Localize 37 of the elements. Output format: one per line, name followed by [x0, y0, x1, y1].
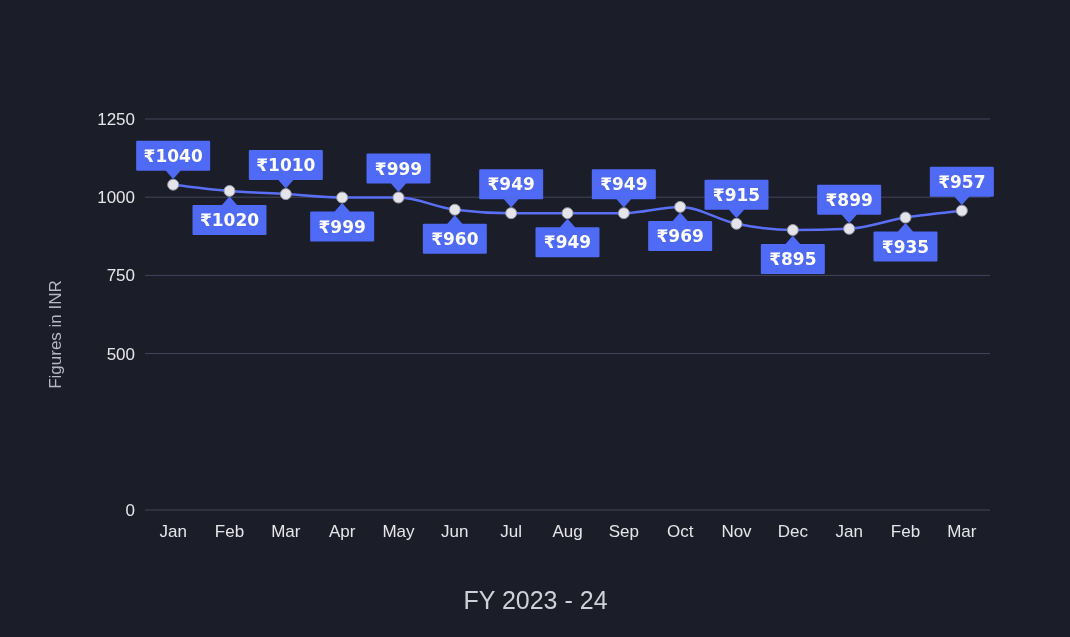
x-tick-label: Feb — [214, 522, 245, 541]
x-tick-label: Nov — [721, 522, 753, 541]
data-label: ₹949 — [543, 232, 592, 253]
y-tick-label: 1000 — [97, 188, 135, 208]
data-label: ₹899 — [825, 189, 873, 210]
data-label: ₹1020 — [199, 209, 260, 230]
data-label: ₹915 — [712, 184, 761, 205]
x-tick-label: Aug — [552, 522, 583, 541]
data-label: ₹1010 — [256, 155, 316, 176]
data-label: ₹999 — [374, 158, 423, 179]
data-label: ₹969 — [656, 225, 704, 246]
x-tick-label: Jun — [441, 522, 469, 541]
x-tick-label: Mar — [947, 522, 977, 541]
data-label: ₹949 — [600, 174, 648, 195]
data-label: ₹1040 — [143, 145, 203, 166]
y-tick-label: 500 — [106, 344, 135, 364]
x-tick-label: Sep — [608, 522, 639, 541]
x-tick-label: Jul — [500, 522, 523, 541]
x-tick-label: Mar — [271, 522, 301, 541]
x-tick-label: May — [382, 522, 416, 541]
x-tick-label: Apr — [328, 522, 356, 541]
x-tick-label: Feb — [890, 522, 921, 541]
y-tick-label: 750 — [106, 266, 135, 286]
y-tick-label: 1250 — [97, 110, 135, 129]
x-axis-title: FY 2023 - 24 — [463, 586, 608, 614]
y-axis-title: Figures in INR — [46, 280, 65, 389]
y-tick-label: 0 — [125, 501, 135, 520]
data-label: ₹957 — [938, 171, 986, 192]
data-label: ₹935 — [881, 236, 930, 257]
x-tick-label: Dec — [777, 522, 809, 541]
x-tick-label: Jan — [159, 522, 187, 541]
data-label: ₹960 — [431, 228, 479, 249]
data-label: ₹949 — [487, 174, 535, 195]
data-label: ₹999 — [318, 216, 366, 237]
data-label: ₹895 — [769, 249, 817, 270]
x-tick-label: Jan — [835, 522, 863, 541]
x-tick-label: Oct — [666, 522, 694, 541]
